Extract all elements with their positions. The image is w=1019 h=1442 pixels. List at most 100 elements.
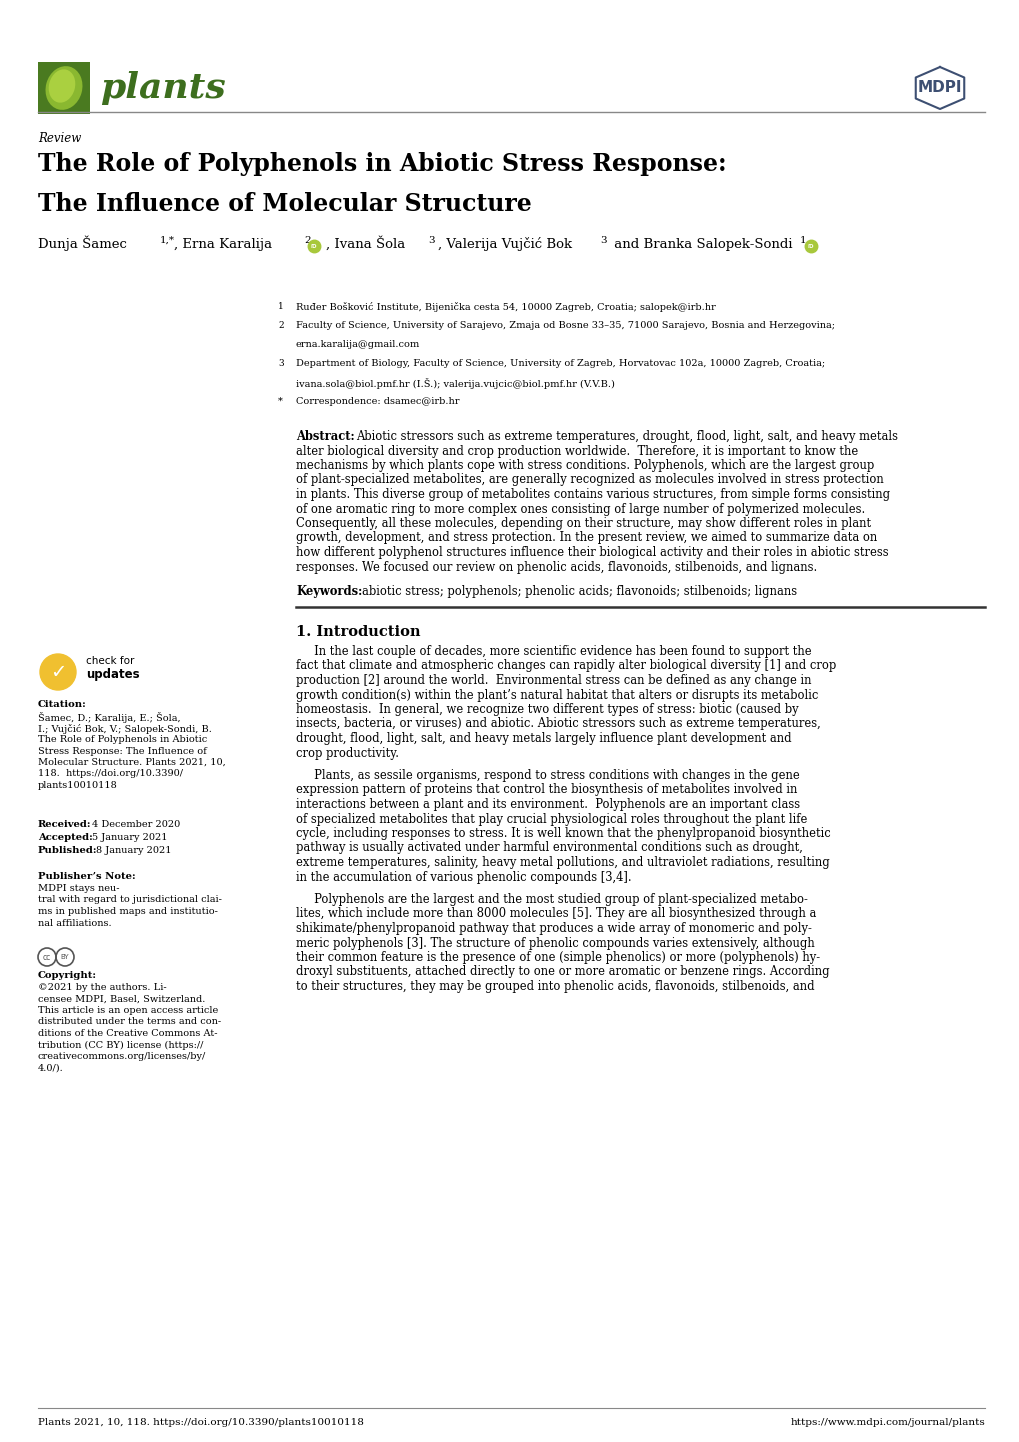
Text: I.; Vujčić Bok, V.; Salopek-Sondi, B.: I.; Vujčić Bok, V.; Salopek-Sondi, B.	[38, 724, 212, 734]
Text: growth condition(s) within the plant’s natural habitat that alters or disrupts i: growth condition(s) within the plant’s n…	[296, 688, 817, 701]
Text: crop productivity.: crop productivity.	[296, 747, 398, 760]
Text: extreme temperatures, salinity, heavy metal pollutions, and ultraviolet radiatio: extreme temperatures, salinity, heavy me…	[296, 857, 828, 870]
Text: censee MDPI, Basel, Switzerland.: censee MDPI, Basel, Switzerland.	[38, 995, 205, 1004]
Text: Review: Review	[38, 133, 82, 146]
Text: insects, bacteria, or viruses) and abiotic. Abiotic stressors such as extreme te: insects, bacteria, or viruses) and abiot…	[296, 718, 820, 731]
Text: plants10010118: plants10010118	[38, 782, 117, 790]
Text: responses. We focused our review on phenolic acids, flavonoids, stilbenoids, and: responses. We focused our review on phen…	[296, 561, 816, 574]
Text: The Inﬂuence of Molecular Structure: The Inﬂuence of Molecular Structure	[38, 192, 531, 216]
Text: interactions between a plant and its environment.  Polyphenols are an important : interactions between a plant and its env…	[296, 797, 799, 810]
Text: Faculty of Science, University of Sarajevo, Zmaja od Bosne 33–35, 71000 Sarajevo: Faculty of Science, University of Saraje…	[296, 322, 835, 330]
Text: MDPI stays neu-: MDPI stays neu-	[38, 884, 119, 893]
Text: Abstract:: Abstract:	[296, 430, 355, 443]
Text: of specialized metabolites that play crucial physiological roles throughout the : of specialized metabolites that play cru…	[296, 812, 807, 825]
Text: updates: updates	[86, 668, 140, 681]
Text: The Role of Polyphenols in Abiotic: The Role of Polyphenols in Abiotic	[38, 735, 207, 744]
Ellipse shape	[46, 66, 83, 110]
Text: erna.karalija@gmail.com: erna.karalija@gmail.com	[296, 340, 420, 349]
Text: 4 December 2020: 4 December 2020	[92, 820, 180, 829]
Text: iD: iD	[807, 244, 813, 248]
Text: Dunja Šamec: Dunja Šamec	[38, 235, 126, 251]
Text: 8 January 2021: 8 January 2021	[96, 846, 171, 855]
Text: distributed under the terms and con-: distributed under the terms and con-	[38, 1018, 221, 1027]
Text: cycle, including responses to stress. It is well known that the phenylpropanoid : cycle, including responses to stress. It…	[296, 828, 829, 841]
Text: 2: 2	[278, 322, 283, 330]
Text: 2: 2	[304, 236, 311, 245]
Text: Accepted:: Accepted:	[38, 833, 93, 842]
Text: abiotic stress; polyphenols; phenolic acids; flavonoids; stilbenoids; lignans: abiotic stress; polyphenols; phenolic ac…	[362, 585, 796, 598]
Text: 3: 3	[278, 359, 283, 368]
Text: homeostasis.  In general, we recognize two different types of stress: biotic (ca: homeostasis. In general, we recognize tw…	[296, 704, 798, 717]
Text: to their structures, they may be grouped into phenolic acids, flavonoids, stilbe: to their structures, they may be grouped…	[296, 981, 814, 994]
Text: Šamec, D.; Karalija, E.; Šola,: Šamec, D.; Karalija, E.; Šola,	[38, 712, 180, 722]
Text: Stress Response: The Influence of: Stress Response: The Influence of	[38, 747, 207, 756]
Text: lites, which include more than 8000 molecules [5]. They are all biosynthesized t: lites, which include more than 8000 mole…	[296, 907, 815, 920]
Text: 3: 3	[599, 236, 606, 245]
Text: ms in published maps and institutio-: ms in published maps and institutio-	[38, 907, 218, 916]
Text: Ruđer Bošković Institute, Bijenička cesta 54, 10000 Zagreb, Croatia; salopek@irb: Ruđer Bošković Institute, Bijenička cest…	[296, 301, 715, 311]
Text: *: *	[278, 397, 282, 407]
Text: BY: BY	[60, 955, 69, 960]
Text: 1. Introduction: 1. Introduction	[296, 624, 420, 639]
Text: Abiotic stressors such as extreme temperatures, drought, flood, light, salt, and: Abiotic stressors such as extreme temper…	[356, 430, 897, 443]
Text: ✓: ✓	[50, 662, 66, 682]
Text: their common feature is the presence of one (simple phenolics) or more (polyphen: their common feature is the presence of …	[296, 952, 819, 965]
Text: 1,*: 1,*	[160, 236, 175, 245]
Text: Plants, as sessile organisms, respond to stress conditions with changes in the g: Plants, as sessile organisms, respond to…	[296, 769, 799, 782]
Text: meric polyphenols [3]. The structure of phenolic compounds varies extensively, a: meric polyphenols [3]. The structure of …	[296, 936, 814, 949]
Text: how different polyphenol structures influence their biological activity and thei: how different polyphenol structures infl…	[296, 547, 888, 559]
Text: MDPI: MDPI	[917, 81, 961, 95]
Text: in plants. This diverse group of metabolites contains various structures, from s: in plants. This diverse group of metabol…	[296, 487, 890, 500]
Text: This article is an open access article: This article is an open access article	[38, 1007, 218, 1015]
Text: growth, development, and stress protection. In the present review, we aimed to s: growth, development, and stress protecti…	[296, 532, 876, 545]
Text: creativecommons.org/licenses/by/: creativecommons.org/licenses/by/	[38, 1053, 206, 1061]
Text: tral with regard to jurisdictional clai-: tral with regard to jurisdictional clai-	[38, 895, 222, 904]
Text: 1: 1	[799, 236, 806, 245]
Text: 4.0/).: 4.0/).	[38, 1064, 63, 1073]
Text: Consequently, all these molecules, depending on their structure, may show differ: Consequently, all these molecules, depen…	[296, 518, 870, 531]
Text: cc: cc	[43, 953, 51, 962]
Text: 1: 1	[278, 301, 283, 311]
Text: ©2021 by the authors. Li-: ©2021 by the authors. Li-	[38, 983, 166, 992]
Text: https://www.mdpi.com/journal/plants: https://www.mdpi.com/journal/plants	[790, 1417, 984, 1428]
Text: Publisher’s Note:: Publisher’s Note:	[38, 872, 136, 881]
Text: mechanisms by which plants cope with stress conditions. Polyphenols, which are t: mechanisms by which plants cope with str…	[296, 459, 873, 472]
Text: of plant-specialized metabolites, are generally recognized as molecules involved: of plant-specialized metabolites, are ge…	[296, 473, 882, 486]
Text: Published:: Published:	[38, 846, 98, 855]
Text: Molecular Structure. Plants 2021, 10,: Molecular Structure. Plants 2021, 10,	[38, 758, 225, 767]
Text: drought, flood, light, salt, and heavy metals largely influence plant developmen: drought, flood, light, salt, and heavy m…	[296, 733, 791, 746]
Text: iD: iD	[311, 244, 317, 248]
Text: Citation:: Citation:	[38, 699, 87, 709]
Text: nal affiliations.: nal affiliations.	[38, 919, 111, 927]
Text: 3: 3	[428, 236, 434, 245]
Text: Received:: Received:	[38, 820, 92, 829]
Text: ivana.sola@biol.pmf.hr (I.Š.); valerija.vujcic@biol.pmf.hr (V.V.B.): ivana.sola@biol.pmf.hr (I.Š.); valerija.…	[296, 378, 614, 389]
Text: Polyphenols are the largest and the most studied group of plant-specialized meta: Polyphenols are the largest and the most…	[296, 893, 807, 906]
Text: , Ivana Šola: , Ivana Šola	[326, 236, 405, 251]
Text: The Role of Polyphenols in Abiotic Stress Response:: The Role of Polyphenols in Abiotic Stres…	[38, 151, 726, 176]
Text: In the last couple of decades, more scientific evidence has been found to suppor: In the last couple of decades, more scie…	[296, 645, 811, 658]
Text: Keywords:: Keywords:	[296, 585, 362, 598]
Ellipse shape	[49, 69, 75, 102]
Text: 118.  https://doi.org/10.3390/: 118. https://doi.org/10.3390/	[38, 770, 182, 779]
Bar	[38, 62, 90, 114]
Text: Correspondence: dsamec@irb.hr: Correspondence: dsamec@irb.hr	[296, 397, 459, 407]
Text: tribution (CC BY) license (https://: tribution (CC BY) license (https://	[38, 1041, 203, 1050]
Text: alter biological diversity and crop production worldwide.  Therefore, it is impo: alter biological diversity and crop prod…	[296, 444, 857, 457]
Text: and Branka Salopek-Sondi: and Branka Salopek-Sondi	[609, 238, 792, 251]
Text: fact that climate and atmospheric changes can rapidly alter biological diversity: fact that climate and atmospheric change…	[296, 659, 836, 672]
Text: plants: plants	[100, 71, 225, 105]
Text: check for: check for	[86, 656, 135, 666]
Text: , Valerija Vujčić Bok: , Valerija Vujčić Bok	[437, 236, 572, 251]
Text: production [2] around the world.  Environmental stress can be defined as any cha: production [2] around the world. Environ…	[296, 673, 811, 686]
Text: Copyright:: Copyright:	[38, 970, 97, 981]
Text: Plants 2021, 10, 118. https://doi.org/10.3390/plants10010118: Plants 2021, 10, 118. https://doi.org/10…	[38, 1417, 364, 1428]
Text: shikimate/phenylpropanoid pathway that produces a wide array of monomeric and po: shikimate/phenylpropanoid pathway that p…	[296, 921, 811, 934]
Text: droxyl substituents, attached directly to one or more aromatic or benzene rings.: droxyl substituents, attached directly t…	[296, 966, 828, 979]
Circle shape	[40, 655, 76, 691]
Text: , Erna Karalija: , Erna Karalija	[174, 238, 272, 251]
Text: ditions of the Creative Commons At-: ditions of the Creative Commons At-	[38, 1030, 217, 1038]
Text: pathway is usually activated under harmful environmental conditions such as drou: pathway is usually activated under harmf…	[296, 842, 802, 855]
Text: expression pattern of proteins that control the biosynthesis of metabolites invo: expression pattern of proteins that cont…	[296, 783, 797, 796]
Text: Department of Biology, Faculty of Science, University of Zagreb, Horvatovac 102a: Department of Biology, Faculty of Scienc…	[296, 359, 824, 368]
